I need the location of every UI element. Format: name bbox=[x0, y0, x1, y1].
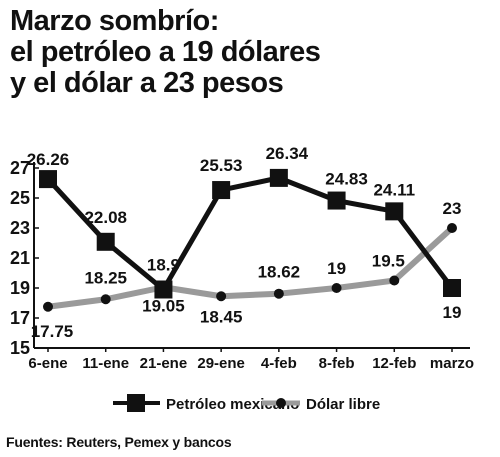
source-note: Fuentes: Reuters, Pemex y bancos bbox=[6, 434, 232, 450]
series-line-petroleo-mexicano bbox=[46, 175, 454, 294]
y-tick-label: 25 bbox=[10, 188, 30, 208]
data-label-dolar-libre: 18.62 bbox=[258, 263, 301, 282]
point-dolar-libre bbox=[216, 291, 227, 302]
y-tick-label: 15 bbox=[10, 338, 30, 358]
data-label-petroleo-mexicano: 22.08 bbox=[84, 208, 127, 227]
point-dolar-libre bbox=[447, 223, 457, 233]
data-label-dolar-libre: 19 bbox=[327, 259, 346, 278]
x-tick-label: 21-ene bbox=[140, 355, 188, 372]
data-label-petroleo-mexicano: 25.53 bbox=[200, 156, 243, 175]
legend-label-petroleo-mexicano: Petróleo mexicano bbox=[166, 396, 299, 413]
x-tick-label: 11-ene bbox=[82, 355, 129, 372]
title-line-3: y el dólar a 23 pesos bbox=[10, 67, 284, 99]
x-tick-label: 12-feb bbox=[372, 355, 416, 372]
data-label-petroleo-mexicano: 26.26 bbox=[27, 150, 70, 169]
data-label-dolar-libre: 23 bbox=[443, 199, 462, 218]
point-petroleo-mexicano bbox=[443, 279, 461, 297]
data-label-dolar-libre: 18.45 bbox=[200, 307, 243, 326]
legend-label-dolar-libre: Dólar libre bbox=[306, 396, 380, 413]
data-label-petroleo-mexicano: 26.34 bbox=[266, 144, 309, 163]
data-label-dolar-libre: 17.75 bbox=[31, 322, 74, 341]
y-tick-label: 23 bbox=[10, 218, 30, 238]
series-line-dolar-libre bbox=[45, 225, 455, 310]
x-tick-label: 6-ene bbox=[28, 355, 67, 372]
data-label-dolar-libre: 19.05 bbox=[142, 296, 185, 315]
data-label-petroleo-mexicano: 19 bbox=[443, 303, 462, 322]
x-tick-label: 8-feb bbox=[319, 355, 355, 372]
y-tick-label: 27 bbox=[10, 158, 30, 178]
chart-title: Marzo sombrío: el petróleo a 19 dólares … bbox=[10, 5, 321, 99]
point-dolar-libre bbox=[100, 294, 111, 305]
point-petroleo-mexicano bbox=[385, 202, 404, 221]
title-line-2: el petróleo a 19 dólares bbox=[10, 36, 321, 68]
point-petroleo-mexicano bbox=[96, 232, 115, 251]
point-dolar-libre bbox=[273, 288, 284, 299]
x-tick-label: marzo bbox=[430, 355, 474, 372]
data-label-petroleo-mexicano: 24.83 bbox=[325, 170, 368, 189]
x-tick-label: 29-ene bbox=[197, 355, 245, 372]
point-petroleo-mexicano bbox=[154, 280, 173, 299]
point-dolar-libre bbox=[389, 275, 400, 286]
title-line-1: Marzo sombrío: bbox=[10, 5, 219, 37]
y-tick-label: 19 bbox=[10, 278, 30, 298]
point-dolar-libre bbox=[331, 283, 342, 293]
point-dolar-libre bbox=[43, 301, 53, 312]
point-petroleo-mexicano bbox=[269, 168, 288, 187]
point-petroleo-mexicano bbox=[212, 181, 231, 200]
point-petroleo-mexicano bbox=[327, 191, 346, 210]
data-label-petroleo-mexicano: 24.11 bbox=[373, 180, 415, 199]
data-label-dolar-libre: 18.25 bbox=[84, 268, 127, 287]
line-chart: 15 17 19 21 23 25 27 6-ene 11-ene 21-ene 29-ene 4-f… bbox=[10, 144, 474, 413]
point-petroleo-mexicano bbox=[39, 170, 57, 189]
data-label-dolar-libre: 19.5 bbox=[372, 252, 405, 271]
y-tick-label: 21 bbox=[10, 248, 30, 268]
data-label-petroleo-mexicano: 18.9 bbox=[147, 256, 180, 275]
legend-marker-petroleo-mexicano bbox=[127, 394, 145, 412]
legend-marker-dolar-libre bbox=[276, 398, 286, 408]
y-tick-label: 17 bbox=[10, 308, 30, 328]
x-tick-label: 4-feb bbox=[261, 355, 297, 372]
